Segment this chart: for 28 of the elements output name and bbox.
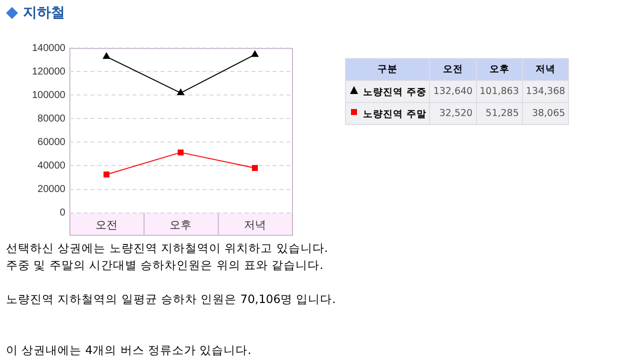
x-tick-label: 오후 (170, 219, 192, 232)
y-tick-label: 100000 (32, 90, 66, 101)
x-tick-label: 오전 (95, 219, 118, 232)
chart-title: 지하철 (23, 4, 65, 22)
text: 38,065 (532, 108, 566, 119)
category-label: 오후 (489, 64, 510, 75)
legend-label: 노량진역 주말 (346, 102, 430, 124)
y-tick-label: 0 (60, 208, 66, 219)
y-tick-label: 40000 (38, 160, 66, 172)
category-label: 저녁 (536, 64, 556, 75)
text: 노량진역 지하철역의 일평균 승하차 인원은 70,106명 입니다. (6, 291, 336, 308)
text: 이 상권내에는 4개의 버스 정류소가 있습니다. (6, 342, 252, 359)
legend-title: 구분 (346, 58, 430, 80)
text: 선택하신 상권에는 노량진역 지하철역이 위치하고 있습니다. (6, 240, 329, 257)
text: 32,520 (439, 108, 473, 119)
y-tick-label: 80000 (38, 113, 66, 124)
legend-label: 노량진역 주중 (346, 80, 430, 102)
y-tick-label: 120000 (32, 66, 66, 78)
x-tick-label: 저녁 (244, 219, 266, 232)
text: 134,368 (526, 86, 566, 97)
text: 51,285 (486, 108, 519, 119)
text: 132,640 (433, 86, 473, 97)
text: 주중 및 주말의 시간대별 승하차인원은 위의 표와 같습니다. (6, 257, 324, 274)
text: 101,863 (480, 86, 519, 97)
y-tick-label: 60000 (38, 136, 66, 148)
y-tick-label: 20000 (38, 184, 66, 196)
category-label: 오전 (442, 64, 463, 75)
y-tick-label: 140000 (32, 42, 66, 54)
